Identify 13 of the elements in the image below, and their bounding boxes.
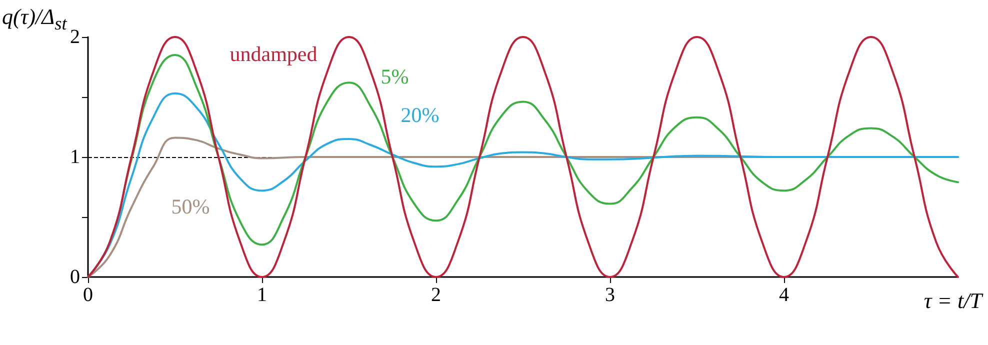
x-tick-label: 1 xyxy=(257,284,267,306)
y-tick-label: 1 xyxy=(70,146,80,168)
series-label: 20% xyxy=(400,103,440,127)
series-label: 50% xyxy=(171,194,210,219)
x-axis-title: τ = t/T xyxy=(924,288,982,314)
series-label: 5% xyxy=(380,64,409,89)
y-tick-label: 0 xyxy=(70,266,80,288)
x-tick-label: 4 xyxy=(779,284,789,306)
x-tick-label: 2 xyxy=(431,284,441,306)
series-label: undamped xyxy=(230,42,318,66)
y-axis-title: q(τ)/Δ$_{st}$ xyxy=(2,4,67,34)
y-tick-label: 2 xyxy=(70,26,80,48)
x-tick-label: 3 xyxy=(605,284,615,306)
